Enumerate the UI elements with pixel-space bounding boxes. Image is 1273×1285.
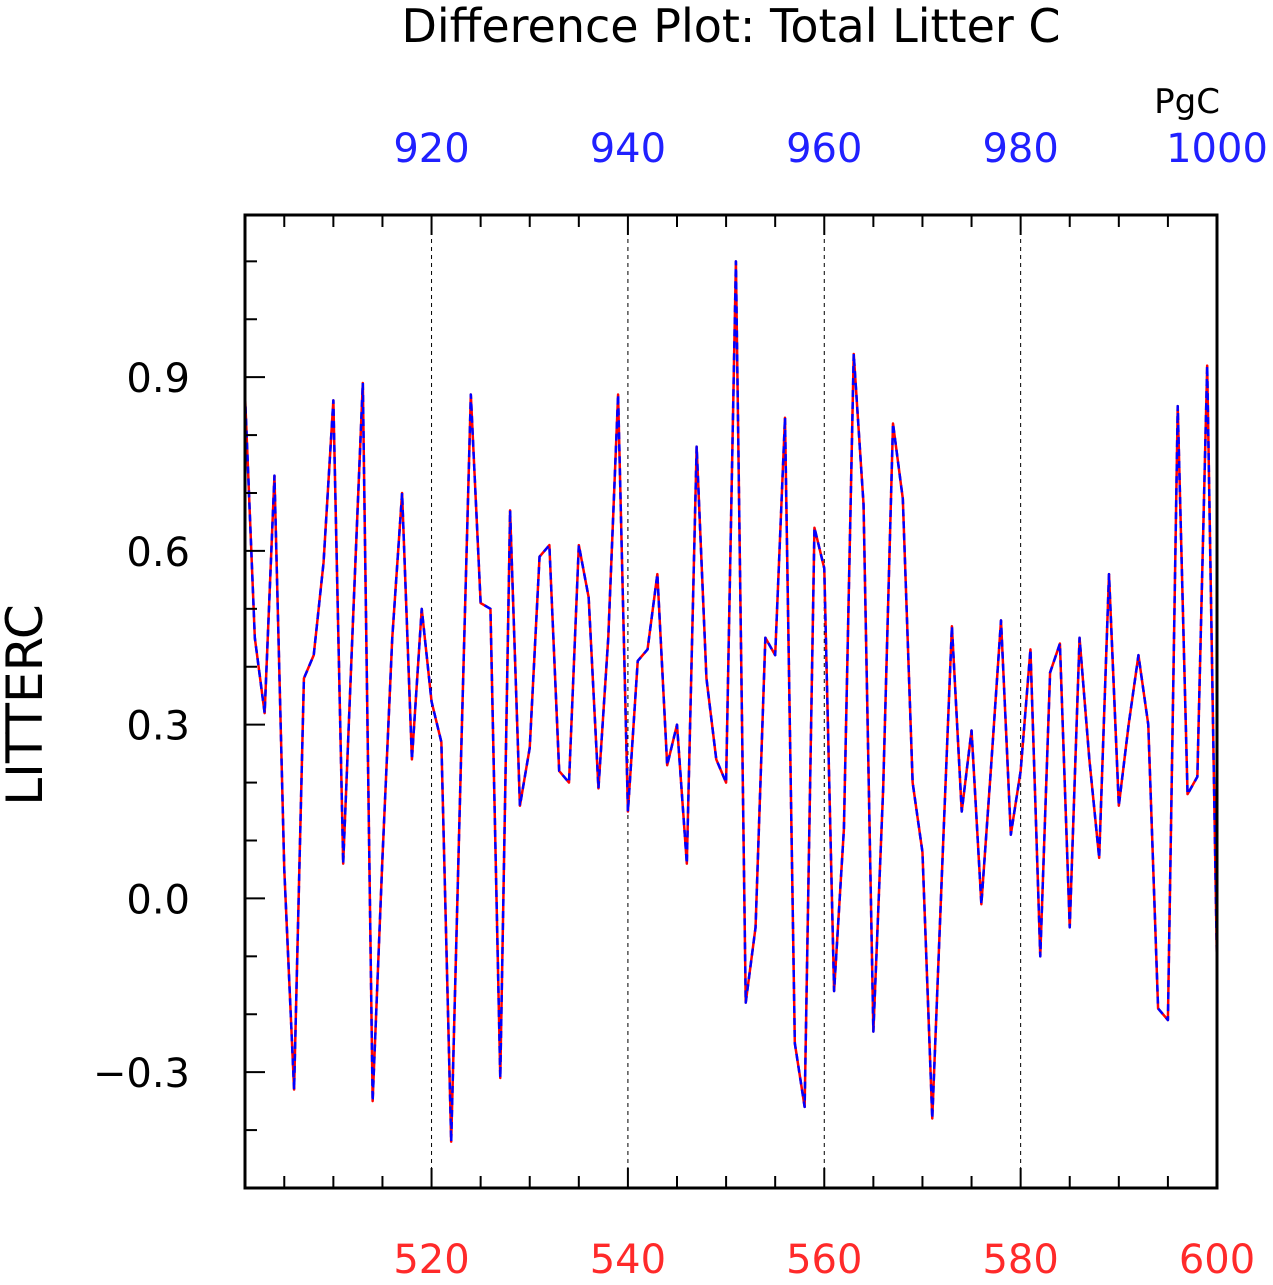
x-tick-label-top: 980 bbox=[982, 126, 1058, 172]
series-line-blue bbox=[243, 260, 1219, 1143]
chart-title: Difference Plot: Total Litter C bbox=[401, 0, 1060, 53]
series-layer bbox=[243, 260, 1219, 1143]
units-label: PgC bbox=[1154, 82, 1220, 122]
x-tick-label-bottom: 600 bbox=[1179, 1237, 1255, 1280]
x-tick-label-bottom: 540 bbox=[590, 1237, 666, 1280]
x-tick-label-top: 960 bbox=[786, 126, 862, 172]
plot-frame bbox=[243, 213, 1219, 1190]
axes bbox=[243, 213, 1219, 1190]
series-line-red bbox=[243, 260, 1219, 1143]
tick-labels: 520 540 560 580 600 920 940 960 980 1000 −0.3 0.0 0.… bbox=[93, 126, 1268, 1283]
gridlines bbox=[431, 215, 1022, 1188]
x-tick-label-bottom: 520 bbox=[393, 1237, 469, 1280]
x-tick-label-bottom: 580 bbox=[982, 1237, 1058, 1280]
y-axis-label: LITTERC bbox=[0, 604, 54, 806]
x-tick-label-bottom: 560 bbox=[786, 1237, 862, 1280]
y-tick-label: 0.6 bbox=[126, 530, 190, 576]
x-tick-label-top: 1000 bbox=[1166, 126, 1268, 172]
x-tick-label-top: 940 bbox=[590, 126, 666, 172]
y-tick-label: 0.3 bbox=[126, 704, 190, 750]
y-tick-label: 0.9 bbox=[126, 356, 190, 402]
y-tick-label: −0.3 bbox=[93, 1051, 190, 1097]
y-tick-label: 0.0 bbox=[126, 877, 190, 923]
x-tick-label-top: 920 bbox=[393, 126, 469, 172]
